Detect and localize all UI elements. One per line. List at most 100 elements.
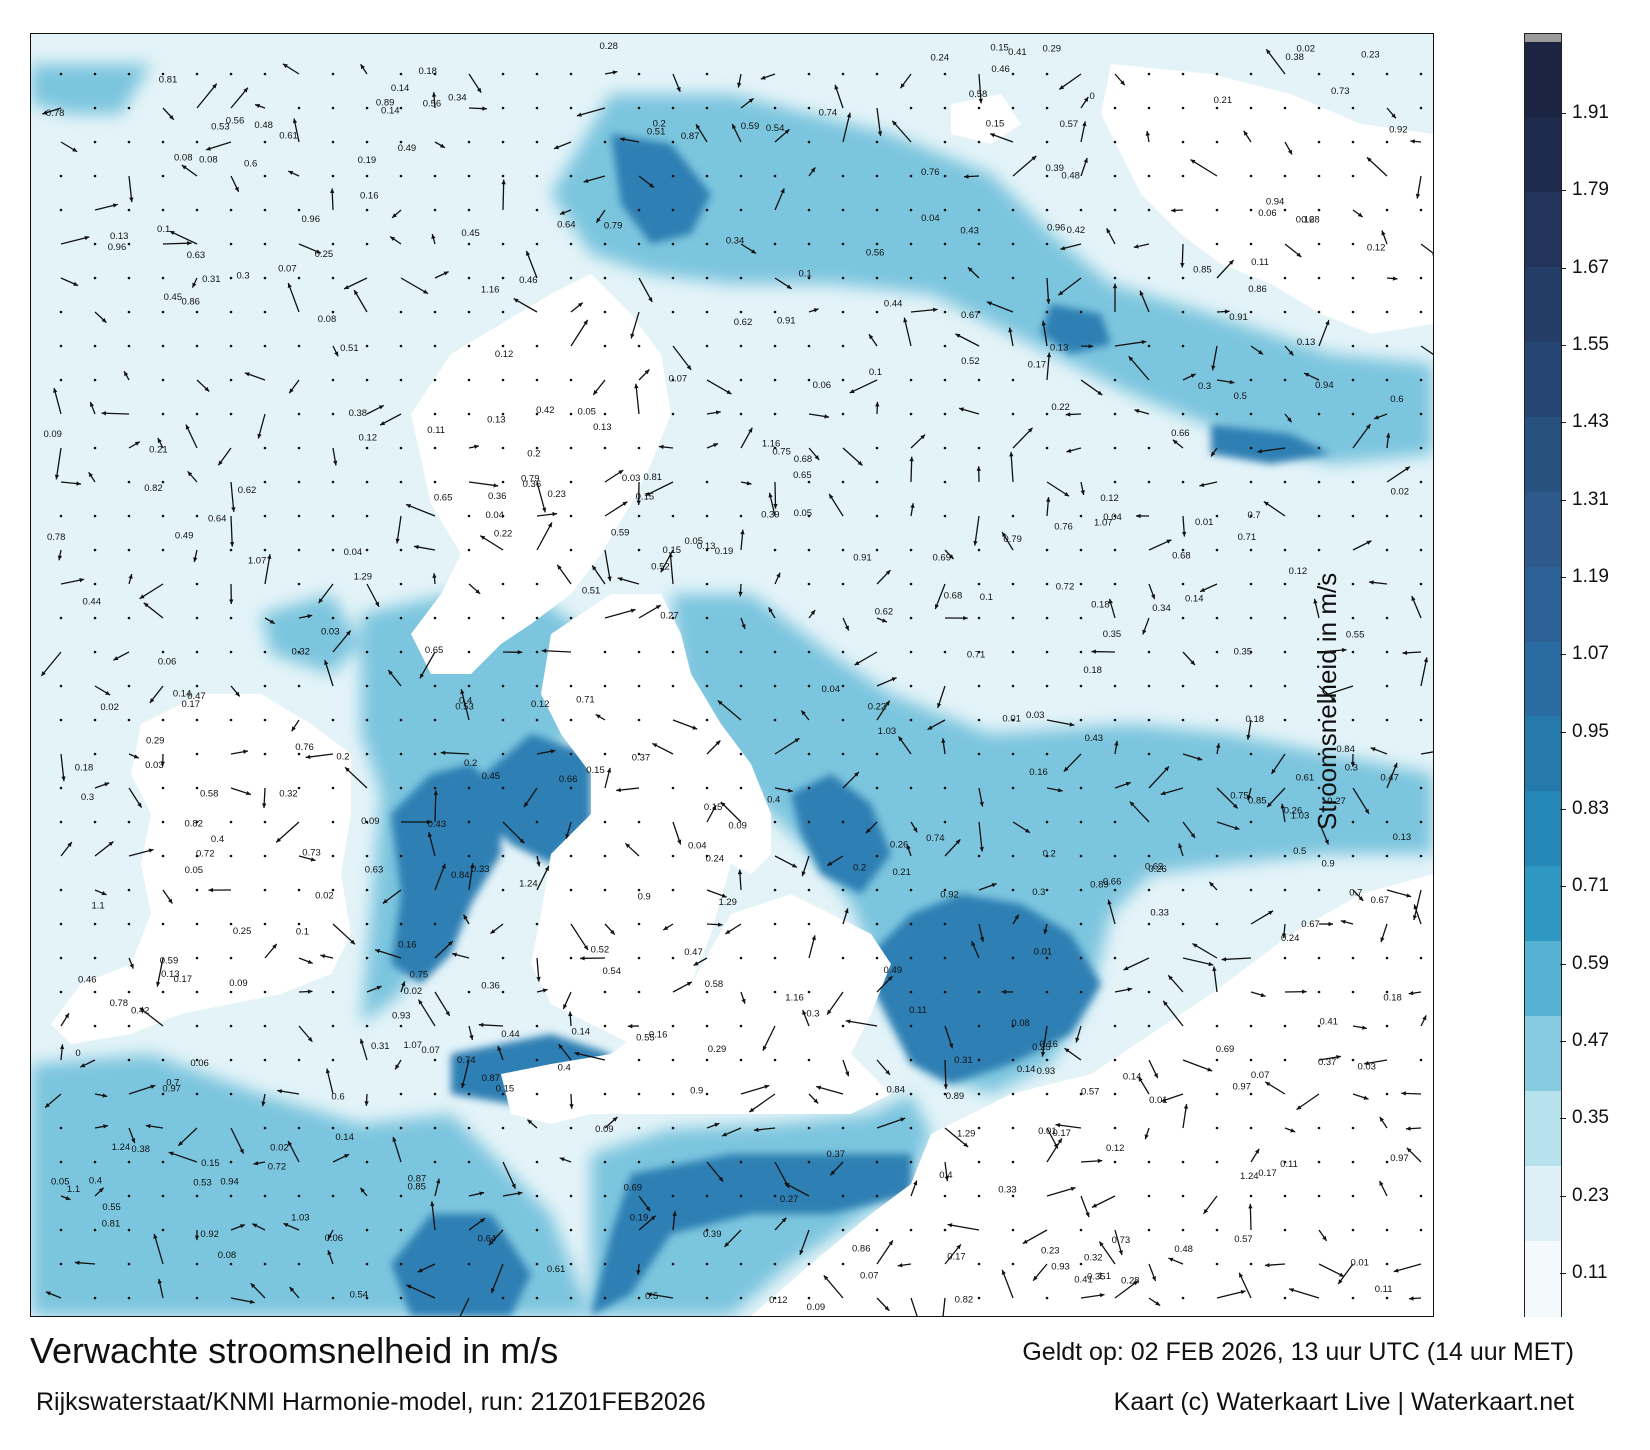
current-arrow <box>257 413 266 439</box>
grid-dot <box>1113 412 1117 416</box>
speed-label: 0.3 <box>1198 381 1211 392</box>
grid-dot <box>603 310 607 314</box>
current-speed-map[interactable]: 0.16 0.18 0.15 0.14 0.13 0.12 0.17 0.15 0.13 0.07… <box>30 33 1434 1317</box>
speed-label: 0.13 <box>593 422 612 433</box>
current-arrow <box>432 573 437 585</box>
grid-dot <box>59 990 63 994</box>
current-arrow <box>706 922 723 927</box>
speed-label: 0.09 <box>229 978 248 989</box>
speed-label: 0.59 <box>611 528 630 539</box>
grid-dot <box>569 174 573 178</box>
grid-dot <box>297 344 301 348</box>
grid-dot <box>195 786 199 790</box>
speed-label: 0.64 <box>557 219 576 230</box>
speed-label: 0.39 <box>703 1229 722 1240</box>
current-arrow <box>536 855 541 867</box>
current-arrow <box>1386 276 1398 281</box>
grid-dot <box>1147 1160 1151 1164</box>
current-arrow <box>636 481 641 506</box>
current-arrow <box>1238 1272 1252 1299</box>
grid-dot <box>671 1024 675 1028</box>
grid-dot <box>93 752 97 756</box>
grid-dot <box>841 548 845 552</box>
current-arrow <box>1381 230 1388 245</box>
speed-label: 0.58 <box>200 788 219 799</box>
grid-dot <box>977 242 981 246</box>
grid-dot <box>1011 276 1015 280</box>
current-arrow <box>1250 991 1266 998</box>
grid-dot <box>1419 718 1423 722</box>
current-arrow <box>60 753 66 782</box>
grid-dot <box>331 854 335 858</box>
speed-label: 0.14 <box>1017 1064 1036 1075</box>
speed-label: 0.89 <box>946 1091 965 1102</box>
current-arrow <box>468 583 481 595</box>
current-arrow <box>298 614 313 619</box>
grid-dot <box>93 616 97 620</box>
valid-time: Geldt op: 02 FEB 2026, 13 uur UTC (14 uu… <box>1022 1338 1574 1366</box>
speed-label: 0.14 <box>1123 1072 1142 1083</box>
current-arrow <box>1046 481 1070 497</box>
speed-label: 0.58 <box>705 979 724 990</box>
current-arrow <box>944 1161 949 1182</box>
speed-label: 0.15 <box>986 119 1005 130</box>
current-arrow <box>706 379 732 395</box>
grid-dot <box>1181 888 1185 892</box>
grid-dot <box>263 480 267 484</box>
speed-label: 0.19 <box>630 1212 649 1223</box>
current-arrow <box>706 804 717 823</box>
grid-dot <box>399 548 403 552</box>
speed-label: 0.15 <box>990 42 1009 53</box>
current-arrow <box>451 952 470 959</box>
grid-dot <box>943 344 947 348</box>
grid-dot <box>909 1228 913 1232</box>
grid-dot <box>773 1058 777 1062</box>
grid-dot <box>1079 310 1083 314</box>
grid-dot <box>569 412 573 416</box>
current-arrow <box>1378 1180 1388 1197</box>
grid-dot <box>977 1296 981 1300</box>
colorbar-tick-label: 0.83 <box>1572 798 1609 819</box>
speed-label: 0.81 <box>159 74 178 85</box>
grid-dot <box>1011 752 1015 756</box>
grid-dot <box>1215 514 1219 518</box>
grid-dot <box>1351 650 1355 654</box>
grid-dot <box>467 1092 471 1096</box>
grid-dot <box>637 1126 641 1130</box>
grid-dot <box>365 446 369 450</box>
current-arrow <box>526 1119 538 1129</box>
current-arrow <box>580 956 606 961</box>
current-arrow <box>1216 821 1240 830</box>
grid-dot <box>637 718 641 722</box>
current-arrow <box>1043 923 1048 935</box>
current-arrow <box>264 617 276 625</box>
speed-label: 0.04 <box>688 841 707 852</box>
grid-dot <box>909 1024 913 1028</box>
speed-label: 0.39 <box>1045 163 1064 174</box>
grid-dot <box>773 718 777 722</box>
grid-dot <box>943 310 947 314</box>
current-arrow <box>264 554 272 585</box>
grid-dot <box>535 344 539 348</box>
grid-dot <box>127 344 131 348</box>
speed-label: 0.22 <box>1051 402 1070 413</box>
current-arrow <box>525 250 538 279</box>
colorbar-label: Stroomsnelheid in m/s <box>1312 572 1342 830</box>
grid-dot <box>535 820 539 824</box>
speed-label: 0.36 <box>488 491 507 502</box>
current-vectors <box>40 48 1433 1316</box>
current-arrow <box>88 471 96 483</box>
grid-dot <box>59 310 63 314</box>
grid-dot <box>1011 514 1015 518</box>
current-arrow <box>823 1274 844 1299</box>
current-arrow <box>1001 989 1014 995</box>
current-arrow <box>1170 208 1184 213</box>
current-arrow <box>738 583 743 597</box>
grid-dot <box>1385 1160 1389 1164</box>
grid-dot <box>841 412 845 416</box>
colorbar-tick <box>1560 422 1566 424</box>
grid-dot <box>943 650 947 654</box>
grid-dot <box>841 1262 845 1266</box>
speed-label: 0.27 <box>1327 796 1346 807</box>
grid-dot <box>263 1194 267 1198</box>
